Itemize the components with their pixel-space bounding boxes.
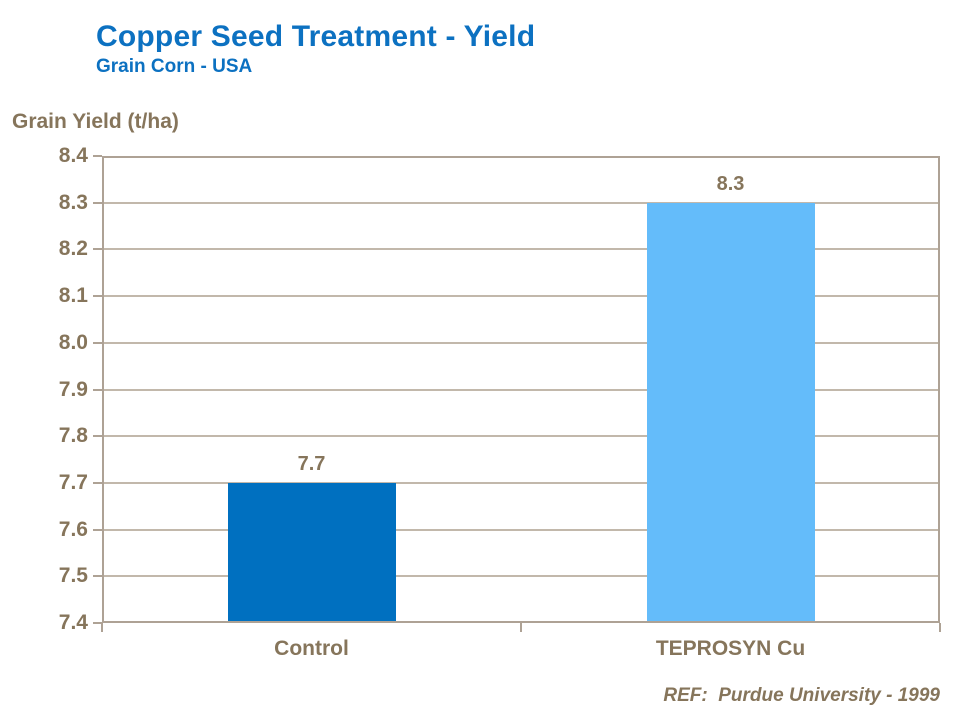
y-axis-tick-label: 7.8: [58, 424, 88, 448]
y-axis-tick-label: 7.4: [58, 611, 88, 634]
y-axis-tick: [93, 341, 102, 344]
y-axis-tick: [93, 575, 102, 578]
y-axis-tick: [93, 155, 102, 157]
y-axis-tick: [93, 528, 102, 531]
x-axis-category-label: TEPROSYN Cu: [655, 637, 806, 660]
gridline: [104, 435, 938, 438]
x-axis-tick: [939, 623, 941, 632]
y-axis-tick-label: 7.9: [58, 377, 88, 401]
y-axis-tick: [93, 248, 102, 251]
y-axis-tick-label: 8.1: [58, 284, 88, 308]
y-axis-tick: [93, 388, 102, 391]
chart-subtitle: Grain Corn - USA: [96, 56, 253, 77]
y-axis-tick-label: 8.4: [58, 144, 88, 167]
gridline: [104, 388, 938, 391]
bar-teprosyn-cu: [646, 202, 815, 621]
y-axis-tick: [93, 295, 102, 298]
bar-value-label: 7.7: [297, 452, 326, 475]
reference-text: REF: Purdue University - 1999: [663, 685, 940, 706]
gridline: [104, 481, 938, 484]
y-axis-tick-label: 8.0: [58, 330, 88, 354]
gridline: [104, 341, 938, 344]
x-axis-category-label: Control: [274, 637, 349, 660]
plot-area: [102, 156, 940, 623]
y-axis-tick-label: 7.7: [58, 470, 88, 494]
x-axis-tick: [101, 623, 103, 632]
gridline: [104, 575, 938, 578]
bar-control: [227, 482, 396, 621]
y-axis-tick-label: 8.3: [58, 190, 88, 214]
bar-value-label: 8.3: [716, 172, 745, 195]
y-axis-tick-label: 8.2: [58, 237, 88, 261]
y-axis-title: Grain Yield (t/ha): [12, 110, 179, 133]
x-axis-tick: [520, 623, 522, 632]
y-axis-tick: [93, 622, 102, 624]
gridline: [104, 528, 938, 531]
y-axis-tick: [93, 481, 102, 484]
y-axis-tick: [93, 435, 102, 438]
y-axis-tick-label: 7.5: [58, 564, 88, 588]
chart-title: Copper Seed Treatment - Yield: [96, 20, 536, 53]
y-axis-tick: [93, 201, 102, 204]
gridline: [104, 295, 938, 298]
gridline: [104, 201, 938, 204]
gridline: [104, 248, 938, 251]
y-axis-tick-label: 7.6: [58, 517, 88, 541]
